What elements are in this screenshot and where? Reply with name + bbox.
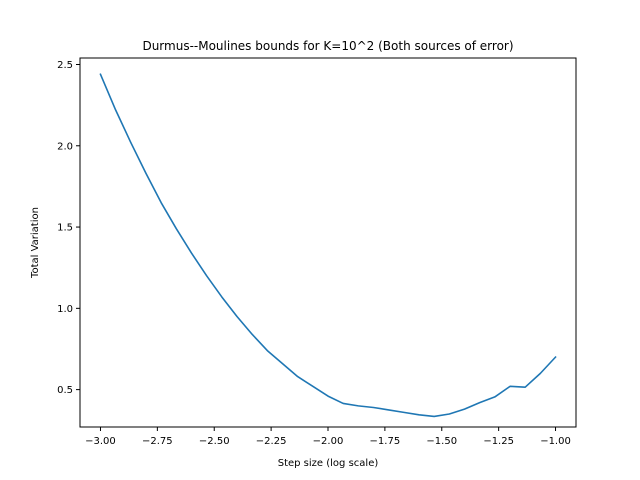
x-tick-label: −2.75 (142, 436, 173, 447)
series-line-0 (99, 73, 557, 418)
y-tick-label: 1.0 (57, 304, 73, 315)
x-tick-label: −2.25 (256, 436, 287, 447)
x-tick-label: −2.00 (313, 436, 344, 447)
chart-title: Durmus--Moulines bounds for K=10^2 (Both… (142, 39, 513, 53)
x-tick-label: −1.25 (483, 436, 514, 447)
x-tick-label: −1.50 (426, 436, 457, 447)
x-tick-label: −3.00 (85, 436, 116, 447)
x-axis-label: Step size (log scale) (278, 458, 379, 469)
y-axis-label: Total Variation (30, 207, 41, 279)
x-tick-label: −2.50 (199, 436, 230, 447)
x-tick-label: −1.00 (540, 436, 571, 447)
y-tick-label: 1.5 (57, 223, 73, 234)
y-tick-label: 0.5 (57, 385, 73, 396)
y-axis: 0.5 1.0 1.5 2.0 2.5 (57, 60, 80, 396)
y-tick-label: 2.5 (57, 60, 73, 71)
x-tick-label: −1.75 (370, 436, 401, 447)
x-axis: −3.00 −2.75 −2.50 −2.25 −2.00 −1.75 −1.50 −1.25… (85, 427, 571, 447)
y-tick-label: 2.0 (57, 141, 73, 152)
